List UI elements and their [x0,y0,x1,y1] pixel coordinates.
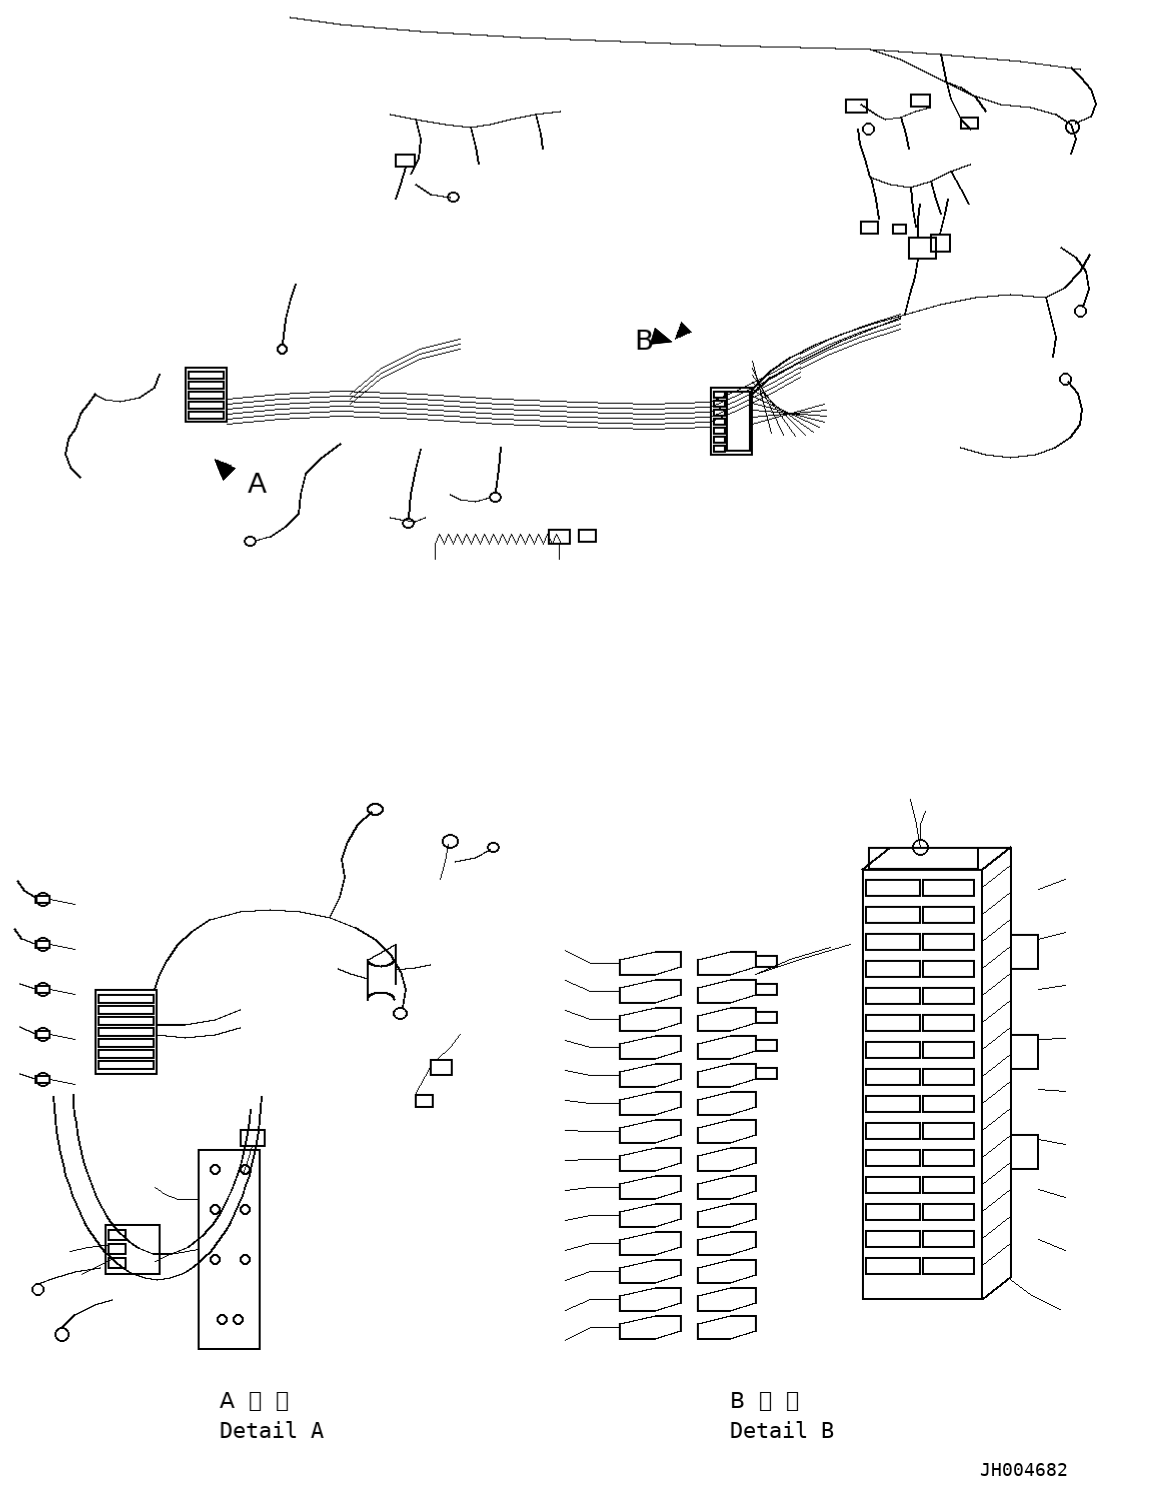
Polygon shape [650,327,672,344]
Polygon shape [215,460,235,481]
